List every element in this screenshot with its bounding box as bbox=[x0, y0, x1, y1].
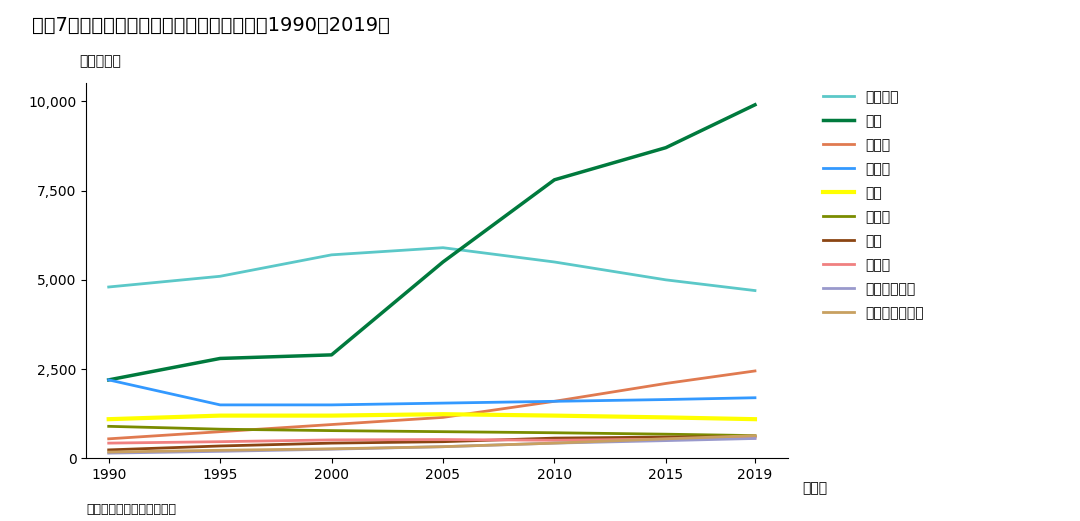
インド bbox=[436, 414, 449, 420]
インドネシア bbox=[660, 438, 673, 444]
インドネシア bbox=[214, 448, 227, 454]
カナダ bbox=[748, 435, 761, 441]
Line: 日本: 日本 bbox=[109, 414, 755, 419]
サウジアラビア bbox=[436, 443, 449, 450]
韓国 bbox=[436, 439, 449, 445]
サウジアラビア bbox=[660, 436, 673, 442]
韓国 bbox=[660, 434, 673, 440]
Line: ドイツ: ドイツ bbox=[109, 426, 755, 436]
韓国 bbox=[103, 447, 116, 453]
インドネシア bbox=[548, 440, 561, 446]
アメリカ bbox=[548, 259, 561, 265]
日本 bbox=[325, 413, 338, 419]
ドイツ bbox=[325, 428, 338, 434]
韓国 bbox=[548, 435, 561, 441]
カナダ bbox=[548, 437, 561, 443]
ロシア bbox=[748, 394, 761, 401]
Line: カナダ: カナダ bbox=[109, 438, 755, 443]
サウジアラビア bbox=[748, 432, 761, 439]
カナダ bbox=[660, 436, 673, 442]
中国 bbox=[748, 102, 761, 108]
アメリカ bbox=[660, 277, 673, 283]
日本 bbox=[548, 413, 561, 419]
Line: ロシア: ロシア bbox=[109, 380, 755, 405]
日本 bbox=[660, 414, 673, 420]
ドイツ bbox=[748, 432, 761, 439]
インド bbox=[660, 380, 673, 387]
インド bbox=[214, 429, 227, 435]
アメリカ bbox=[325, 252, 338, 258]
中国 bbox=[103, 377, 116, 383]
Line: 中国: 中国 bbox=[109, 105, 755, 380]
インドネシア bbox=[325, 446, 338, 452]
Line: サウジアラビア: サウジアラビア bbox=[109, 436, 755, 452]
ドイツ bbox=[214, 426, 227, 432]
インドネシア bbox=[436, 443, 449, 450]
インド bbox=[548, 398, 561, 404]
サウジアラビア bbox=[325, 445, 338, 452]
日本 bbox=[103, 416, 116, 423]
Line: アメリカ: アメリカ bbox=[109, 247, 755, 291]
ロシア bbox=[103, 377, 116, 383]
インド bbox=[103, 436, 116, 442]
ドイツ bbox=[103, 423, 116, 429]
Line: 韓国: 韓国 bbox=[109, 437, 755, 450]
韓国 bbox=[214, 443, 227, 449]
Text: ［図7］主要国における二酸化炭素排出量：1990～2019年: ［図7］主要国における二酸化炭素排出量：1990～2019年 bbox=[32, 16, 390, 34]
Line: インドネシア: インドネシア bbox=[109, 439, 755, 453]
ロシア bbox=[214, 402, 227, 408]
サウジアラビア bbox=[548, 440, 561, 446]
インドネシア bbox=[103, 450, 116, 456]
カナダ bbox=[325, 437, 338, 443]
Text: （億トン）: （億トン） bbox=[80, 54, 121, 68]
中国 bbox=[436, 259, 449, 265]
ロシア bbox=[436, 400, 449, 406]
Line: インド: インド bbox=[109, 371, 755, 439]
アメリカ bbox=[748, 288, 761, 294]
中国 bbox=[325, 352, 338, 358]
ロシア bbox=[548, 398, 561, 404]
日本 bbox=[436, 411, 449, 417]
中国 bbox=[214, 355, 227, 362]
アメリカ bbox=[103, 284, 116, 290]
日本 bbox=[748, 416, 761, 423]
インドネシア bbox=[748, 436, 761, 442]
中国 bbox=[660, 144, 673, 151]
アメリカ bbox=[214, 273, 227, 279]
Text: 資料：国際エネルギー機関: 資料：国際エネルギー機関 bbox=[86, 503, 176, 516]
Text: （年）: （年） bbox=[802, 481, 827, 495]
ロシア bbox=[660, 396, 673, 403]
韓国 bbox=[748, 433, 761, 440]
カナダ bbox=[214, 439, 227, 445]
ドイツ bbox=[660, 431, 673, 437]
インド bbox=[325, 421, 338, 428]
カナダ bbox=[103, 440, 116, 446]
韓国 bbox=[325, 440, 338, 446]
ドイツ bbox=[436, 429, 449, 435]
カナダ bbox=[436, 437, 449, 443]
サウジアラビア bbox=[214, 447, 227, 453]
中国 bbox=[548, 177, 561, 183]
サウジアラビア bbox=[103, 449, 116, 455]
ロシア bbox=[325, 402, 338, 408]
インド bbox=[748, 368, 761, 374]
ドイツ bbox=[548, 430, 561, 436]
アメリカ bbox=[436, 244, 449, 251]
日本 bbox=[214, 413, 227, 419]
Legend: アメリカ, 中国, インド, ロシア, 日本, ドイツ, 韓国, カナダ, インドネシア, サウジアラビア: アメリカ, 中国, インド, ロシア, 日本, ドイツ, 韓国, カナダ, イン… bbox=[823, 90, 923, 320]
